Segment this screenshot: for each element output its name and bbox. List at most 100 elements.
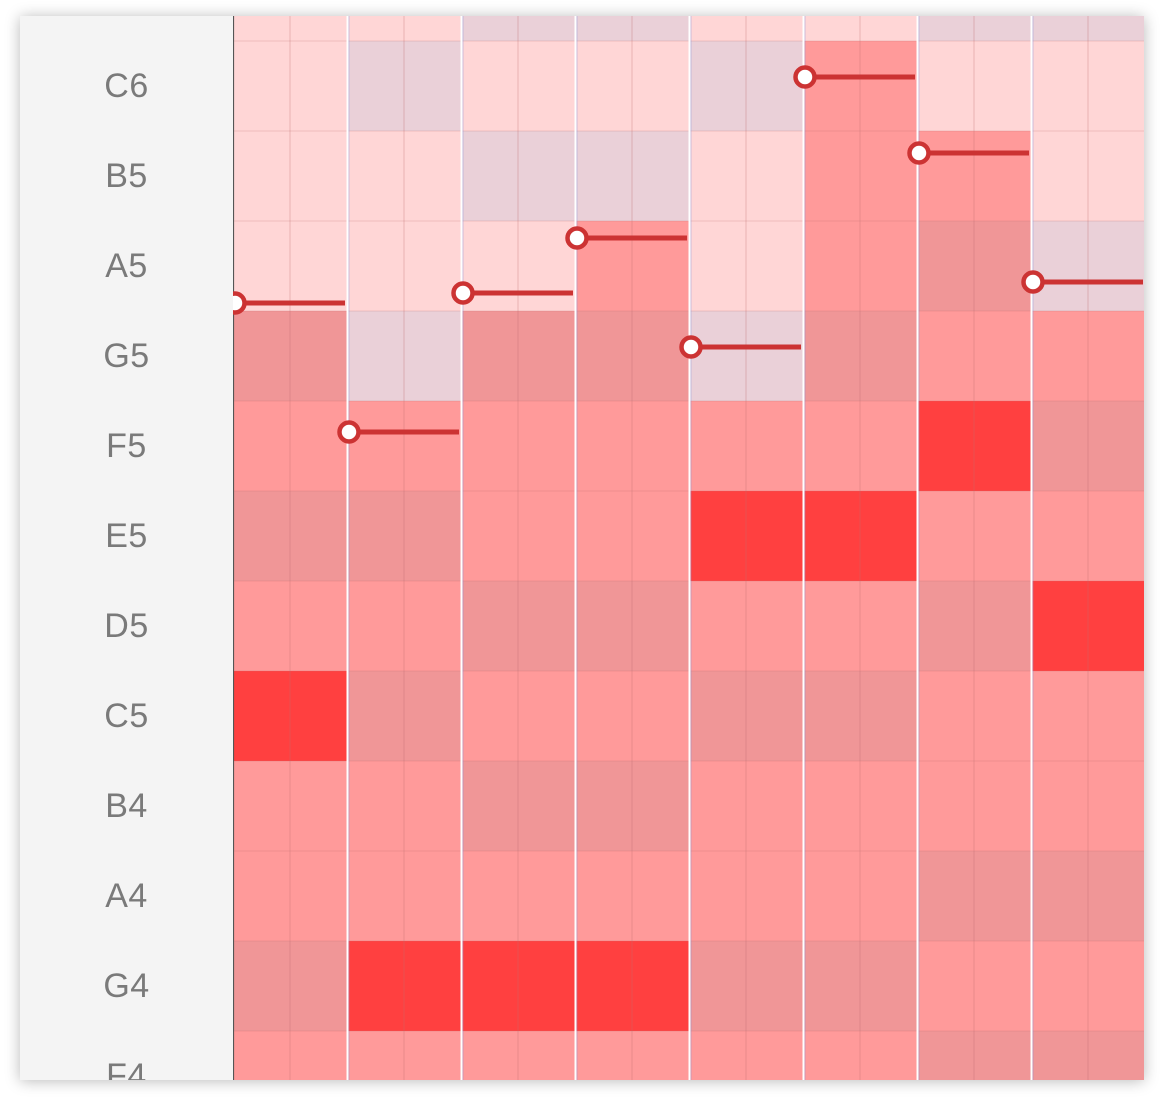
grid-cell[interactable] [575, 41, 689, 131]
pitch-marker-handle[interactable] [451, 281, 475, 305]
grid-cell[interactable] [1031, 311, 1144, 401]
grid-cell[interactable] [803, 581, 917, 671]
pitch-marker-handle[interactable] [233, 291, 247, 315]
grid-cell[interactable] [803, 761, 917, 851]
pitch-marker-handle[interactable] [337, 420, 361, 444]
grid-cell[interactable] [461, 851, 575, 941]
grid-cell[interactable] [689, 581, 803, 671]
active-note-cell[interactable] [689, 491, 803, 581]
grid-cell[interactable] [917, 1031, 1031, 1080]
grid-cell[interactable] [461, 1031, 575, 1080]
grid-cell[interactable] [803, 1031, 917, 1080]
grid-cell[interactable] [461, 581, 575, 671]
grid-cell[interactable] [917, 221, 1031, 311]
grid-cell[interactable] [917, 581, 1031, 671]
grid-cell[interactable] [689, 671, 803, 761]
grid-cell[interactable] [1031, 221, 1144, 311]
note-grid-canvas[interactable] [233, 16, 1144, 1080]
grid-cell-top-strip[interactable] [917, 16, 1031, 41]
grid-cell[interactable] [689, 941, 803, 1031]
grid-cell[interactable] [233, 851, 347, 941]
grid-cell[interactable] [917, 761, 1031, 851]
pitch-marker-handle[interactable] [907, 141, 931, 165]
grid-cell[interactable] [1031, 851, 1144, 941]
note-grid[interactable] [233, 16, 1144, 1080]
grid-cell[interactable] [689, 221, 803, 311]
grid-cell[interactable] [803, 311, 917, 401]
grid-cell[interactable] [233, 581, 347, 671]
grid-cell[interactable] [1031, 671, 1144, 761]
grid-cell[interactable] [347, 671, 461, 761]
grid-cell[interactable] [575, 761, 689, 851]
grid-cell[interactable] [917, 131, 1031, 221]
grid-cell-top-strip[interactable] [1031, 16, 1144, 41]
grid-cell[interactable] [233, 221, 347, 311]
grid-cell[interactable] [689, 41, 803, 131]
grid-cell[interactable] [803, 41, 917, 131]
grid-cell[interactable] [347, 491, 461, 581]
grid-cell[interactable] [917, 41, 1031, 131]
grid-cell-top-strip[interactable] [347, 16, 461, 41]
grid-cell[interactable] [575, 401, 689, 491]
grid-cell[interactable] [233, 941, 347, 1031]
active-note-cell[interactable] [1031, 581, 1144, 671]
grid-cell[interactable] [461, 761, 575, 851]
pitch-marker-handle[interactable] [793, 65, 817, 89]
grid-cell[interactable] [575, 671, 689, 761]
grid-cell[interactable] [575, 1031, 689, 1080]
grid-cell[interactable] [689, 851, 803, 941]
grid-cell[interactable] [1031, 1031, 1144, 1080]
grid-cell[interactable] [1031, 131, 1144, 221]
grid-cell[interactable] [803, 941, 917, 1031]
grid-cell[interactable] [461, 311, 575, 401]
grid-cell[interactable] [803, 851, 917, 941]
grid-cell[interactable] [803, 671, 917, 761]
grid-cell[interactable] [1031, 401, 1144, 491]
grid-cell[interactable] [461, 401, 575, 491]
grid-cell-top-strip[interactable] [803, 16, 917, 41]
pitch-marker-handle[interactable] [1021, 270, 1045, 294]
grid-cell[interactable] [461, 671, 575, 761]
grid-cell[interactable] [575, 851, 689, 941]
grid-cell[interactable] [461, 491, 575, 581]
grid-cell[interactable] [689, 311, 803, 401]
grid-cell[interactable] [1031, 941, 1144, 1031]
grid-cell[interactable] [233, 1031, 347, 1080]
grid-cell[interactable] [689, 761, 803, 851]
grid-cell[interactable] [575, 491, 689, 581]
grid-cell[interactable] [347, 131, 461, 221]
grid-cell[interactable] [347, 41, 461, 131]
grid-cell[interactable] [803, 221, 917, 311]
grid-cell[interactable] [575, 311, 689, 401]
pitch-marker-handle[interactable] [679, 335, 703, 359]
active-note-cell[interactable] [575, 941, 689, 1031]
grid-cell[interactable] [1031, 41, 1144, 131]
grid-cell[interactable] [917, 311, 1031, 401]
grid-cell[interactable] [347, 581, 461, 671]
grid-cell[interactable] [689, 131, 803, 221]
grid-cell[interactable] [233, 41, 347, 131]
grid-cell[interactable] [917, 491, 1031, 581]
grid-cell[interactable] [347, 401, 461, 491]
grid-cell[interactable] [917, 671, 1031, 761]
grid-cell[interactable] [233, 131, 347, 221]
grid-cell[interactable] [347, 1031, 461, 1080]
grid-cell[interactable] [233, 761, 347, 851]
grid-cell[interactable] [347, 221, 461, 311]
grid-cell[interactable] [1031, 491, 1144, 581]
active-note-cell[interactable] [347, 941, 461, 1031]
pitch-marker-handle[interactable] [565, 226, 589, 250]
grid-cell[interactable] [575, 581, 689, 671]
grid-cell-top-strip[interactable] [461, 16, 575, 41]
grid-cell[interactable] [233, 311, 347, 401]
grid-cell[interactable] [347, 311, 461, 401]
grid-cell[interactable] [347, 761, 461, 851]
active-note-cell[interactable] [461, 941, 575, 1031]
grid-cell[interactable] [689, 401, 803, 491]
active-note-cell[interactable] [233, 671, 347, 761]
grid-cell-top-strip[interactable] [689, 16, 803, 41]
grid-cell-top-strip[interactable] [233, 16, 347, 41]
grid-cell[interactable] [575, 131, 689, 221]
grid-cell[interactable] [461, 41, 575, 131]
grid-cell[interactable] [689, 1031, 803, 1080]
